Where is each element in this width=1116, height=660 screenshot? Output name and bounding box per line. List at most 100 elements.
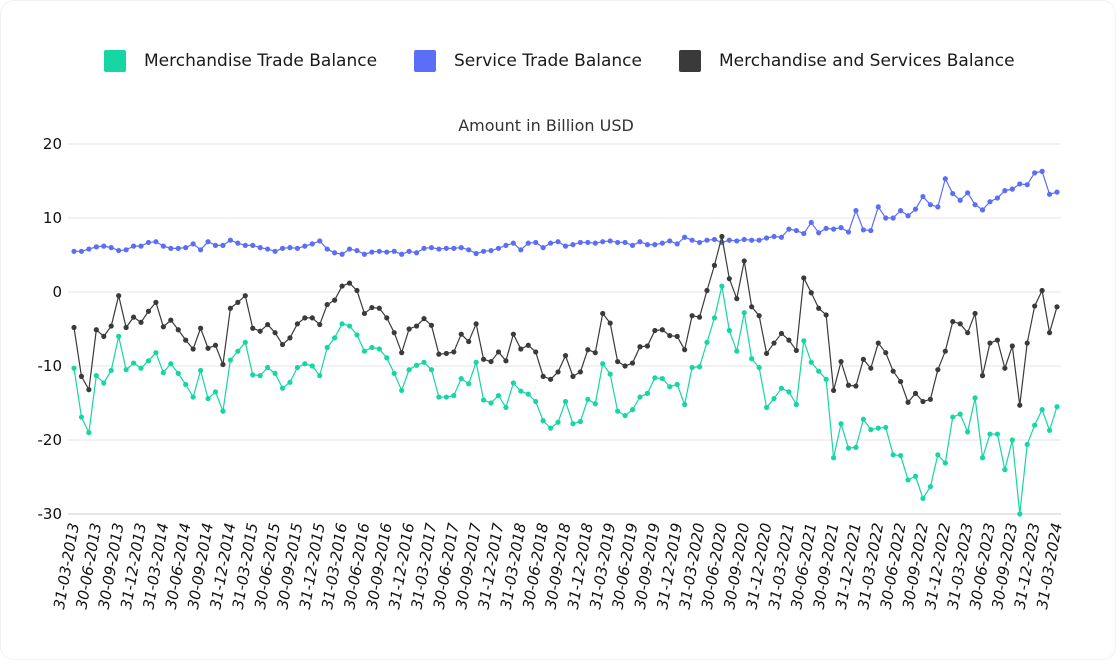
data-point-combined[interactable] [488,358,494,365]
data-point-combined[interactable] [324,301,330,308]
data-point-merchandise[interactable] [190,394,196,400]
data-point-merchandise[interactable] [942,460,948,466]
data-point-merchandise[interactable] [1009,437,1015,443]
data-point-merchandise[interactable] [443,394,449,400]
data-point-combined[interactable] [629,360,636,366]
data-point-merchandise[interactable] [257,373,263,379]
data-point-service[interactable] [562,243,569,249]
data-point-service[interactable] [823,225,829,231]
data-point-combined[interactable] [123,324,129,331]
data-point-combined[interactable] [644,343,651,349]
data-point-service[interactable] [965,190,971,196]
data-point-service[interactable] [816,230,822,236]
data-point-combined[interactable] [130,314,137,320]
data-point-service[interactable] [674,241,680,247]
data-point-service[interactable] [183,245,189,251]
data-point-service[interactable] [830,226,837,232]
data-point-merchandise[interactable] [272,370,278,376]
data-point-combined[interactable] [965,330,971,336]
data-point-combined[interactable] [741,258,747,264]
data-point-combined[interactable] [473,321,479,327]
data-point-merchandise[interactable] [466,381,472,387]
data-point-service[interactable] [153,239,159,245]
data-point-merchandise[interactable] [682,401,688,408]
data-point-merchandise[interactable] [510,380,516,386]
data-point-combined[interactable] [168,317,174,323]
data-point-combined[interactable] [436,351,442,357]
data-point-combined[interactable] [972,310,978,317]
data-point-merchandise[interactable] [875,425,881,431]
data-point-service[interactable] [533,239,539,246]
data-point-service[interactable] [205,239,211,245]
data-point-merchandise[interactable] [771,395,777,402]
data-point-combined[interactable] [480,356,487,362]
data-point-service[interactable] [287,245,293,251]
data-point-merchandise[interactable] [436,394,442,400]
data-point-merchandise[interactable] [823,376,829,382]
data-point-service[interactable] [890,215,896,221]
data-point-combined[interactable] [183,337,189,343]
data-point-merchandise[interactable] [927,484,934,490]
data-point-combined[interactable] [190,346,196,352]
data-point-merchandise[interactable] [615,408,621,414]
data-point-service[interactable] [622,239,628,246]
data-point-merchandise[interactable] [741,310,747,316]
data-point-service[interactable] [1054,189,1060,195]
data-point-merchandise[interactable] [838,421,844,427]
data-point-service[interactable] [257,245,263,251]
data-point-combined[interactable] [734,296,740,302]
data-point-merchandise[interactable] [302,361,308,367]
data-point-merchandise[interactable] [883,424,889,431]
data-point-combined[interactable] [332,297,338,303]
data-point-combined[interactable] [935,367,941,373]
data-point-service[interactable] [548,240,554,246]
data-point-service[interactable] [920,193,926,200]
data-point-service[interactable] [413,250,420,256]
data-point-combined[interactable] [302,315,308,321]
data-point-combined[interactable] [138,319,144,325]
data-point-service[interactable] [1002,188,1008,194]
data-point-merchandise[interactable] [153,350,159,356]
data-point-merchandise[interactable] [577,418,583,425]
data-point-merchandise[interactable] [801,338,807,344]
data-point-combined[interactable] [242,293,248,299]
data-point-service[interactable] [704,237,710,243]
data-point-service[interactable] [175,245,181,251]
data-point-service[interactable] [93,244,99,250]
data-point-merchandise[interactable] [719,283,725,289]
data-point-service[interactable] [510,240,516,246]
data-point-service[interactable] [220,242,226,248]
data-point-merchandise[interactable] [242,339,248,345]
data-point-combined[interactable] [778,330,785,337]
data-point-combined[interactable] [808,290,814,296]
data-point-combined[interactable] [704,287,710,294]
data-point-service[interactable] [637,239,643,245]
data-point-service[interactable] [942,176,948,182]
data-point-combined[interactable] [786,337,792,343]
data-point-service[interactable] [294,245,301,251]
data-point-combined[interactable] [101,333,107,339]
data-point-service[interactable] [1024,182,1030,188]
data-point-merchandise[interactable] [235,348,241,354]
data-point-service[interactable] [972,202,978,208]
data-point-service[interactable] [480,248,487,254]
data-point-service[interactable] [689,237,695,243]
data-point-combined[interactable] [548,376,554,382]
data-point-merchandise[interactable] [1032,422,1038,428]
data-point-combined[interactable] [1032,303,1038,309]
data-point-merchandise[interactable] [830,455,837,461]
data-point-service[interactable] [354,247,360,254]
data-point-combined[interactable] [510,331,516,337]
data-point-combined[interactable] [905,399,911,405]
data-point-combined[interactable] [525,342,531,348]
data-point-service[interactable] [86,246,92,252]
data-point-merchandise[interactable] [667,384,673,390]
data-point-combined[interactable] [309,315,315,321]
data-point-service[interactable] [600,239,606,245]
data-point-service[interactable] [212,242,219,248]
data-point-merchandise[interactable] [935,452,941,458]
data-point-merchandise[interactable] [860,416,866,422]
data-point-merchandise[interactable] [629,407,636,413]
data-point-merchandise[interactable] [540,418,546,424]
data-point-service[interactable] [116,247,122,254]
